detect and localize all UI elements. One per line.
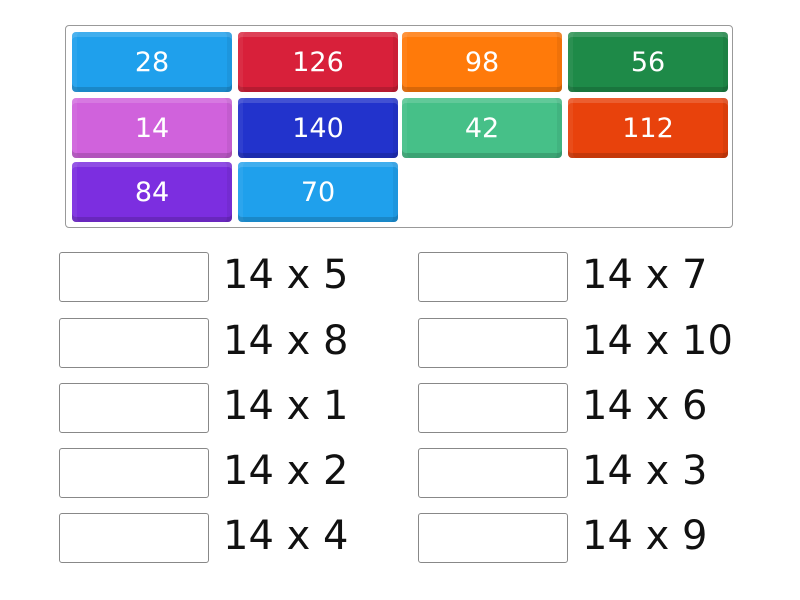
answer-tile[interactable]: 70 (238, 162, 398, 222)
question-label: 14 x 9 (582, 513, 708, 559)
answer-drop-slot[interactable] (59, 383, 209, 433)
answer-drop-slot[interactable] (59, 513, 209, 563)
question-label: 14 x 3 (582, 448, 708, 494)
question-label: 14 x 5 (223, 252, 349, 298)
answer-drop-slot[interactable] (418, 252, 568, 302)
answer-tile[interactable]: 112 (568, 98, 728, 158)
question-label: 14 x 7 (582, 252, 708, 298)
answer-tile[interactable]: 28 (72, 32, 232, 92)
answer-drop-slot[interactable] (418, 383, 568, 433)
question-label: 14 x 4 (223, 513, 349, 559)
answer-drop-slot[interactable] (59, 252, 209, 302)
question-label: 14 x 2 (223, 448, 349, 494)
answer-tile[interactable]: 56 (568, 32, 728, 92)
answer-drop-slot[interactable] (418, 513, 568, 563)
answer-tile[interactable]: 126 (238, 32, 398, 92)
question-label: 14 x 1 (223, 383, 349, 429)
answer-bank (65, 25, 733, 228)
answer-tile[interactable]: 42 (402, 98, 562, 158)
answer-drop-slot[interactable] (59, 318, 209, 368)
question-label: 14 x 8 (223, 318, 349, 364)
answer-drop-slot[interactable] (418, 318, 568, 368)
answer-tile[interactable]: 14 (72, 98, 232, 158)
question-label: 14 x 10 (582, 318, 733, 364)
answer-tile[interactable]: 140 (238, 98, 398, 158)
answer-drop-slot[interactable] (59, 448, 209, 498)
answer-tile[interactable]: 98 (402, 32, 562, 92)
answer-tile[interactable]: 84 (72, 162, 232, 222)
answer-drop-slot[interactable] (418, 448, 568, 498)
question-label: 14 x 6 (582, 383, 708, 429)
